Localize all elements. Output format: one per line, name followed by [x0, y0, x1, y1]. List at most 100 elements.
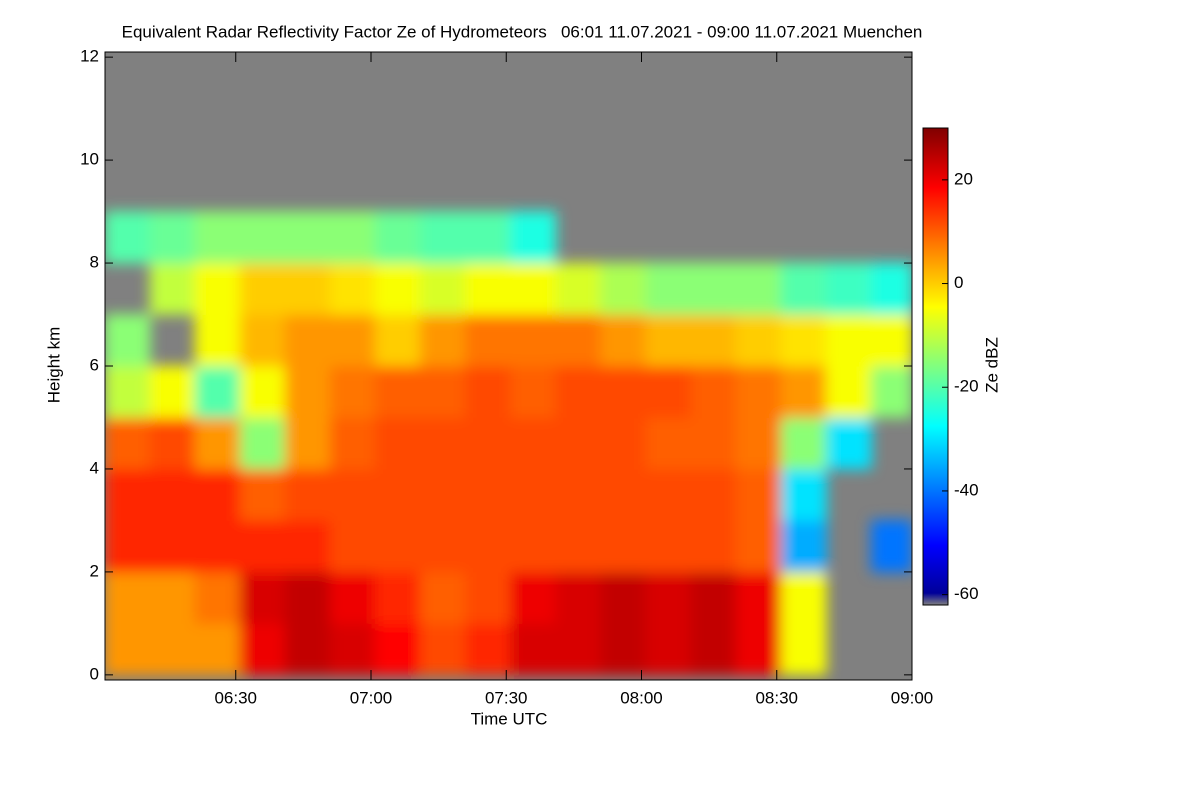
colorbar-tick-label: -60 [954, 584, 979, 603]
heatmap-cell [420, 519, 467, 573]
y-axis-label: Height km [44, 327, 63, 404]
heatmap-cell [780, 519, 827, 573]
heatmap-cell [555, 519, 602, 573]
colorbar [922, 127, 949, 606]
heatmap-cell [239, 519, 286, 573]
heatmap-cell [870, 519, 912, 573]
x-tick-label: 07:00 [350, 688, 393, 707]
heatmap-cell [284, 468, 331, 521]
heatmap-cell [375, 571, 422, 624]
heatmap-cell [420, 622, 467, 676]
heatmap-cell [600, 416, 647, 470]
x-tick-label: 08:00 [620, 688, 663, 707]
heatmap-cell [555, 262, 602, 316]
heatmap-cell [420, 262, 467, 316]
x-axis-label: Time UTC [471, 709, 548, 728]
heatmap-cell [149, 365, 196, 418]
heatmap-cell [555, 365, 602, 418]
heatmap-cell [600, 262, 647, 316]
heatmap-cell [690, 622, 737, 676]
heatmap-cell [645, 314, 692, 367]
heatmap-cell [105, 365, 151, 418]
heatmap-cell [600, 571, 647, 624]
heatmap-cell [510, 622, 557, 676]
heatmap-cell [510, 262, 557, 316]
heatmap-cell [329, 211, 377, 264]
heatmap-cell [555, 468, 602, 521]
heatmap-cell [149, 416, 196, 470]
heatmap-cell [239, 211, 286, 264]
heatmap-cell [420, 416, 467, 470]
heatmap-cell [780, 365, 827, 418]
heatmap-cell [465, 365, 512, 418]
heatmap-cell [239, 262, 286, 316]
heatmap-cell [284, 365, 331, 418]
y-tick-label: 8 [90, 253, 99, 272]
x-tick-label: 06:30 [214, 688, 257, 707]
heatmap-cell [239, 468, 286, 521]
heatmap-cell [329, 468, 377, 521]
x-tick-label: 08:30 [755, 688, 798, 707]
y-tick-label: 4 [90, 458, 99, 477]
heatmap-cell [420, 314, 467, 367]
heatmap-cell [284, 571, 331, 624]
heatmap-cell [780, 468, 827, 521]
heatmap-cell [870, 314, 912, 367]
y-tick-label: 12 [80, 47, 99, 66]
heatmap-cell [105, 622, 151, 676]
y-tick-label: 6 [90, 355, 99, 374]
plot-area [105, 52, 912, 680]
heatmap-cell [600, 519, 647, 573]
heatmap-cell [735, 416, 782, 470]
heatmap-cell [780, 314, 827, 367]
heatmap-cell [690, 314, 737, 367]
heatmap-cell [510, 314, 557, 367]
heatmap-cell [645, 622, 692, 676]
heatmap-cell [600, 314, 647, 367]
heatmap-cell [465, 519, 512, 573]
heatmap-cell [465, 211, 512, 264]
heatmap-cell [105, 314, 151, 367]
heatmap-cell [375, 416, 422, 470]
heatmap-cell [735, 314, 782, 367]
heatmap-cell [420, 211, 467, 264]
x-tick-label: 09:00 [891, 688, 934, 707]
heatmap-cell [465, 571, 512, 624]
heatmap-cell [239, 365, 286, 418]
heatmap-cell [239, 416, 286, 470]
heatmap-cell [105, 211, 151, 264]
heatmap-cell [375, 468, 422, 521]
heatmap-cell [375, 519, 422, 573]
heatmap-cell [194, 468, 241, 521]
heatmap-cell [780, 571, 827, 624]
heatmap-cell [194, 365, 241, 418]
heatmap-cell [329, 622, 377, 676]
heatmap-cell [780, 262, 827, 316]
heatmap-cell [149, 468, 196, 521]
heatmap-cell [149, 519, 196, 573]
heatmap-cell [690, 365, 737, 418]
heatmap-cell [825, 314, 872, 367]
heatmap-cell [600, 622, 647, 676]
heatmap-cell [645, 519, 692, 573]
heatmap-cell [870, 365, 912, 418]
heatmap-cell [825, 262, 872, 316]
y-tick-label: 0 [90, 664, 99, 683]
heatmap-cell [555, 571, 602, 624]
heatmap-cell [600, 365, 647, 418]
heatmap-cell [194, 416, 241, 470]
heatmap-cell [600, 468, 647, 521]
heatmap-cell [690, 571, 737, 624]
heatmap-cell [420, 571, 467, 624]
heatmap [105, 211, 912, 676]
heatmap-cell [465, 314, 512, 367]
x-tick-label: 07:30 [485, 688, 528, 707]
heatmap-cell [510, 211, 557, 264]
heatmap-cell [105, 519, 151, 573]
heatmap-cell [735, 468, 782, 521]
heatmap-cell [149, 262, 196, 316]
heatmap-cell [329, 314, 377, 367]
chart-title: Equivalent Radar Reflectivity Factor Ze … [122, 22, 923, 41]
heatmap-cell [420, 365, 467, 418]
